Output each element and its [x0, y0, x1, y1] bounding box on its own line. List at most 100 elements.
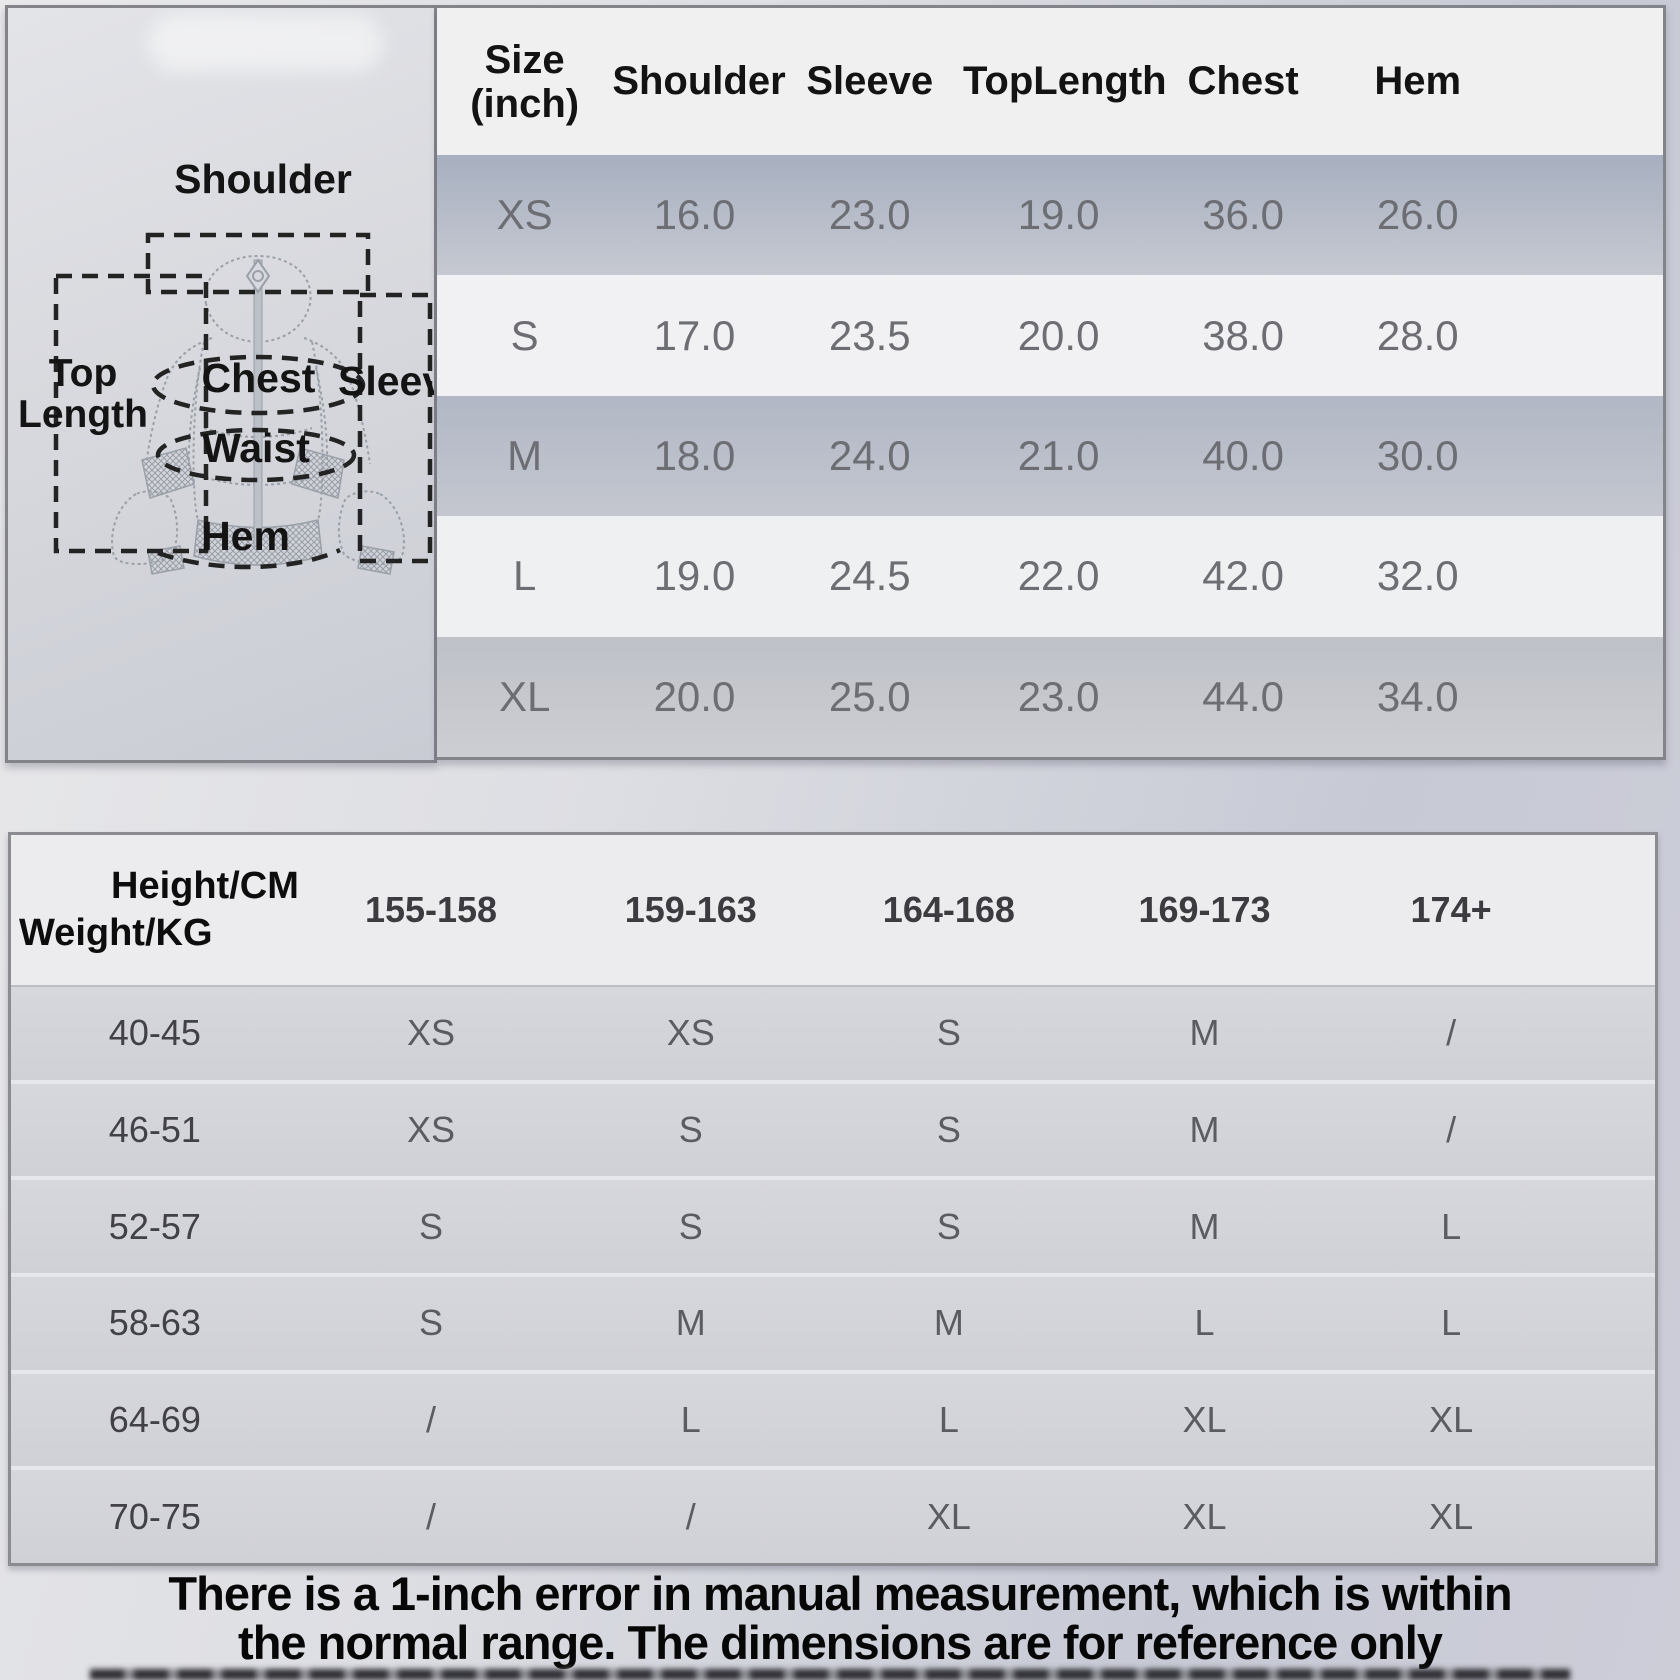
size-row-l: L 19.0 24.5 22.0 42.0 32.0: [437, 516, 1663, 637]
value-cell: 20.0: [1017, 311, 1100, 359]
value-cell: 34.0: [1376, 672, 1459, 720]
value-cell: 21.0: [1017, 432, 1100, 480]
height-weight-axis-label: Height/CM Weight/KG: [19, 864, 299, 955]
size-cell: M: [507, 432, 543, 480]
size-cell: L: [512, 552, 537, 600]
size-rec-cell: L: [1441, 1302, 1462, 1344]
size-rec-cell: S: [936, 1109, 961, 1150]
size-inch-header: Size (inch): [470, 37, 580, 126]
size-row-s: S 17.0 23.5 20.0 38.0 28.0: [437, 275, 1663, 396]
value-cell: 30.0: [1376, 432, 1459, 480]
size-rec-cell: M: [1189, 1012, 1220, 1054]
size-rec-cell: /: [1446, 1109, 1457, 1150]
size-rec-cell: XL: [926, 1495, 971, 1537]
cropped-bottom-strip: [90, 1669, 1570, 1680]
size-rec-cell: L: [1441, 1205, 1462, 1247]
height-col-155-158: 155-158: [364, 889, 498, 930]
zipper: [245, 258, 271, 547]
height-col-164-168: 164-168: [882, 889, 1015, 930]
size-rec-cell: /: [1446, 1012, 1457, 1054]
fit-row-46-51: 46-51 XS S S M /: [11, 1079, 1655, 1177]
disclaimer-line-1: There is a 1-inch error in manual measur…: [168, 1567, 1512, 1620]
top-length-label: Top Length: [18, 352, 148, 436]
size-rec-cell: M: [933, 1302, 964, 1344]
value-cell: 24.5: [828, 552, 911, 600]
size-rec-cell: /: [426, 1495, 437, 1537]
col-header-shoulder: Shoulder: [612, 59, 786, 103]
fit-table-header-row: Height/CM Weight/KG 155-158 159-163 164-…: [11, 835, 1655, 987]
weight-cell: 40-45: [108, 1012, 201, 1054]
size-rec-cell: XL: [1429, 1399, 1474, 1441]
disclaimer-line-2: the normal range. The dimensions are for…: [238, 1616, 1443, 1669]
weight-cell: 70-75: [108, 1495, 201, 1537]
top-length-measure-box: [53, 273, 209, 554]
weight-cell: 52-57: [108, 1205, 201, 1247]
size-rec-cell: XL: [1182, 1495, 1227, 1537]
hem-measure-arc: [157, 547, 341, 570]
hem-label: Hem: [201, 513, 290, 559]
value-cell: 18.0: [653, 432, 736, 480]
size-cell: S: [510, 311, 539, 359]
size-rec-cell: XL: [1429, 1495, 1474, 1537]
size-row-m: M 18.0 24.0 21.0 40.0 30.0: [437, 395, 1663, 517]
size-cell: XS: [496, 191, 553, 239]
value-cell: 16.0: [653, 191, 736, 239]
chest-label: Chest: [201, 355, 316, 401]
size-rec-cell: XL: [1182, 1399, 1227, 1441]
size-rec-cell: M: [1189, 1205, 1220, 1247]
fit-row-64-69: 64-69 / L L XL XL: [11, 1369, 1655, 1467]
value-cell: 32.0: [1376, 552, 1459, 600]
value-cell: 22.0: [1017, 552, 1100, 600]
sleeve-label: Sleeve: [338, 358, 434, 404]
highlight-blob: [148, 14, 383, 72]
size-cell: XL: [498, 672, 551, 720]
shoulder-label: Shoulder: [174, 156, 352, 202]
value-cell: 23.0: [1017, 672, 1100, 720]
size-rec-cell: /: [426, 1399, 437, 1441]
size-rec-cell: S: [678, 1205, 703, 1247]
value-cell: 25.0: [828, 672, 911, 720]
value-cell: 23.0: [828, 191, 911, 239]
value-cell: 36.0: [1202, 191, 1284, 239]
height-col-159-163: 159-163: [624, 889, 757, 930]
measurement-diagram-panel: Shoulder Top Length Chest Sleeve Waist H…: [5, 5, 437, 763]
shoulder-measure-box: [145, 232, 371, 295]
size-table-panel: Size (inch) Shoulder Sleeve TopLength Ch…: [437, 5, 1666, 760]
value-cell: 19.0: [653, 552, 736, 600]
chest-measure-ellipse: [150, 354, 366, 416]
size-rec-cell: XS: [407, 1109, 456, 1150]
value-cell: 20.0: [653, 672, 736, 720]
size-row-xl: XL 20.0 25.0 23.0 44.0 34.0: [437, 636, 1663, 758]
measurement-disclaimer: There is a 1-inch error in manual measur…: [0, 1570, 1680, 1668]
size-rec-cell: L: [938, 1399, 959, 1441]
col-header-hem: Hem: [1374, 59, 1462, 103]
size-rec-cell: M: [1189, 1109, 1220, 1150]
size-rec-cell: S: [936, 1012, 961, 1054]
jacket-sketch: [53, 232, 433, 575]
value-cell: 44.0: [1202, 672, 1284, 720]
size-rec-cell: L: [680, 1399, 701, 1441]
value-cell: 42.0: [1202, 552, 1284, 600]
size-rec-cell: /: [685, 1495, 696, 1537]
height-col-174plus: 174+: [1410, 889, 1492, 930]
size-rec-cell: M: [675, 1302, 706, 1344]
sleeve-measure-box: [357, 292, 433, 564]
value-cell: 28.0: [1376, 311, 1459, 359]
col-header-chest: Chest: [1187, 59, 1299, 103]
waist-measure-ellipse: [155, 427, 357, 483]
value-cell: 38.0: [1202, 311, 1284, 359]
weight-cell: 46-51: [108, 1109, 201, 1150]
size-rec-cell: XS: [407, 1012, 456, 1054]
value-cell: 19.0: [1017, 191, 1100, 239]
size-rec-cell: S: [419, 1205, 444, 1247]
weight-cell: 58-63: [108, 1302, 201, 1344]
height-col-169-173: 169-173: [1138, 889, 1271, 930]
value-cell: 23.5: [828, 311, 911, 359]
fit-table-panel: Height/CM Weight/KG 155-158 159-163 164-…: [8, 832, 1658, 1566]
fit-row-52-57: 52-57 S S S M L: [11, 1176, 1655, 1274]
size-table-header-row: Size (inch) Shoulder Sleeve TopLength Ch…: [437, 8, 1663, 155]
measurement-marks: [53, 232, 433, 570]
value-cell: 17.0: [653, 311, 736, 359]
size-rec-cell: XS: [666, 1012, 715, 1054]
